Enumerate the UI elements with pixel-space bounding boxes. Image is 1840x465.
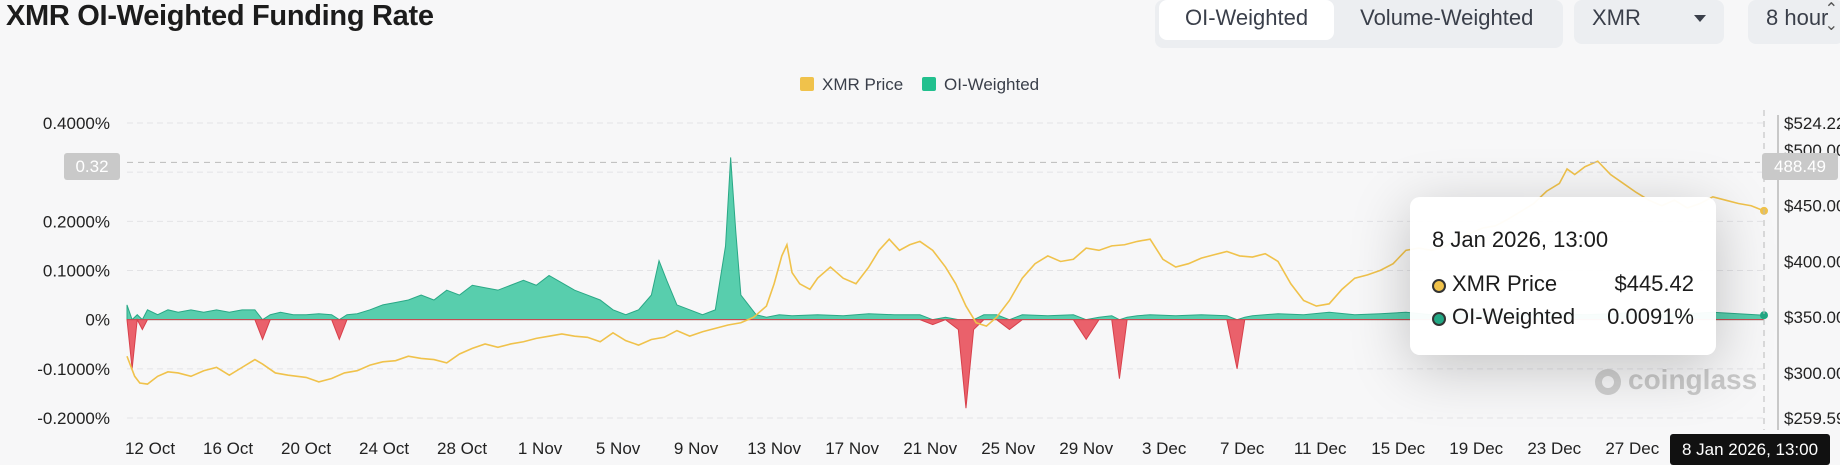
legend-label: XMR Price [822,75,903,94]
x-tick: 16 Oct [203,439,253,458]
funding-point [1760,311,1768,320]
x-tick: 11 Dec [1294,439,1347,458]
y-right-tick: $450.00 [1784,197,1840,216]
interval-select-value: 8 hour [1766,5,1829,30]
x-tick: 9 Nov [674,439,719,458]
legend: XMR Price OI-Weighted [800,75,1039,94]
legend-swatch-icon [800,77,814,91]
watermark: coinglass [1628,364,1758,395]
y-left-tick: 0.1000% [43,262,110,281]
tooltip-value: $445.42 [1614,271,1694,296]
tooltip-row-funding: OI-Weighted 0.0091% [1432,304,1694,332]
y-left-tick: 0.2000% [43,212,110,231]
y-right-tick: $400.00 [1784,252,1840,271]
x-tick: 1 Nov [518,439,563,458]
x-tick: 19 Dec [1449,439,1503,458]
y-right-tick: $259.59 [1784,409,1840,428]
x-tick: 7 Dec [1220,439,1265,458]
y-left-tick: 0% [85,311,110,330]
tooltip-label: XMR Price [1452,271,1558,296]
tooltip-value: 0.0091% [1607,304,1694,329]
x-tick: 20 Oct [281,439,331,458]
legend-swatch-icon [922,77,936,91]
x-tick: 15 Dec [1371,439,1425,458]
coinglass-logo-icon [1595,369,1621,395]
crosshair-right-value: 488.49 [1762,153,1838,180]
up-down-arrows-icon: ⌃ ⌄ [1824,1,1838,34]
x-tick: 25 Nov [981,439,1035,458]
chevron-down-icon [1694,15,1706,22]
x-tick: 13 Nov [747,439,801,458]
crosshair [127,110,1765,430]
y-right-tick: $524.22 [1784,114,1840,133]
price-dot-icon [1432,279,1446,293]
tab-oi-weighted[interactable]: OI-Weighted [1159,0,1335,40]
tooltip-date: 8 Jan 2026, 13:00 [1432,227,1609,252]
symbol-select-value: XMR [1592,5,1641,30]
legend-label: OI-Weighted [944,75,1039,94]
y-right-tick: $300.00 [1784,364,1840,383]
x-tick: 23 Dec [1527,439,1581,458]
x-tick: 28 Oct [437,439,487,458]
funding-dot-icon [1432,312,1446,326]
y-axis-right: $524.22$500.00$450.00$400.00$350.00$300.… [1777,114,1840,430]
crosshair-date-label: 8 Jan 2026, 13:00 [1670,434,1830,465]
oi-weighted-series [126,157,1765,409]
funding-positive-area [126,157,1765,321]
page-title: XMR OI-Weighted Funding Rate [6,0,434,32]
funding-negative-area [126,317,1764,409]
y-right-tick: $350.00 [1784,308,1840,327]
chart-tooltip: 8 Jan 2026, 13:00 XMR Price $445.42 OI-W… [1410,197,1716,355]
symbol-select[interactable]: XMR [1574,0,1724,44]
tooltip-row-price: XMR Price $445.42 [1432,271,1694,299]
x-axis: 12 Oct 16 Oct 20 Oct 24 Oct 28 Oct 1 Nov 5 Nov… [125,439,1793,458]
x-tick: 12 Oct [125,439,175,458]
interval-select[interactable]: 8 hour ⌃ ⌄ [1748,0,1840,44]
x-tick: 24 Oct [359,439,409,458]
x-tick: 3 Dec [1142,439,1187,458]
x-tick: 29 Nov [1059,439,1113,458]
tab-volume-weighted[interactable]: Volume-Weighted [1360,5,1534,30]
x-tick: 27 Dec [1605,439,1659,458]
y-left-tick: 0.4000% [43,114,110,133]
x-tick: 5 Nov [596,439,641,458]
y-left-tick: -0.1000% [37,360,110,379]
crosshair-left-value: 0.32 [64,153,120,180]
tooltip-label: OI-Weighted [1452,304,1576,329]
x-tick: 21 Nov [903,439,957,458]
y-left-tick: -0.2000% [37,409,110,428]
weighting-toggle: OI-Weighted Volume-Weighted [1155,0,1564,48]
x-tick: 17 Nov [825,439,879,458]
